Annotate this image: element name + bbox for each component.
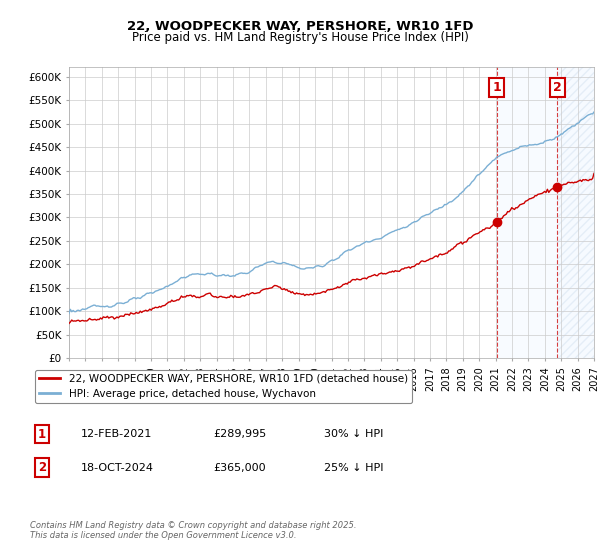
Text: 25% ↓ HPI: 25% ↓ HPI	[324, 463, 383, 473]
Text: 30% ↓ HPI: 30% ↓ HPI	[324, 429, 383, 439]
Text: 2: 2	[38, 461, 46, 474]
Text: Contains HM Land Registry data © Crown copyright and database right 2025.
This d: Contains HM Land Registry data © Crown c…	[30, 521, 356, 540]
Legend: 22, WOODPECKER WAY, PERSHORE, WR10 1FD (detached house), HPI: Average price, det: 22, WOODPECKER WAY, PERSHORE, WR10 1FD (…	[35, 370, 412, 403]
Text: 12-FEB-2021: 12-FEB-2021	[81, 429, 152, 439]
Text: 22, WOODPECKER WAY, PERSHORE, WR10 1FD: 22, WOODPECKER WAY, PERSHORE, WR10 1FD	[127, 20, 473, 32]
Text: 2: 2	[553, 81, 562, 94]
Text: Price paid vs. HM Land Registry's House Price Index (HPI): Price paid vs. HM Land Registry's House …	[131, 31, 469, 44]
Bar	[497, 67, 557, 358]
Text: 18-OCT-2024: 18-OCT-2024	[81, 463, 154, 473]
Text: £289,995: £289,995	[213, 429, 266, 439]
Bar	[557, 67, 594, 358]
Text: £365,000: £365,000	[213, 463, 266, 473]
Text: 1: 1	[493, 81, 501, 94]
Text: 1: 1	[38, 427, 46, 441]
